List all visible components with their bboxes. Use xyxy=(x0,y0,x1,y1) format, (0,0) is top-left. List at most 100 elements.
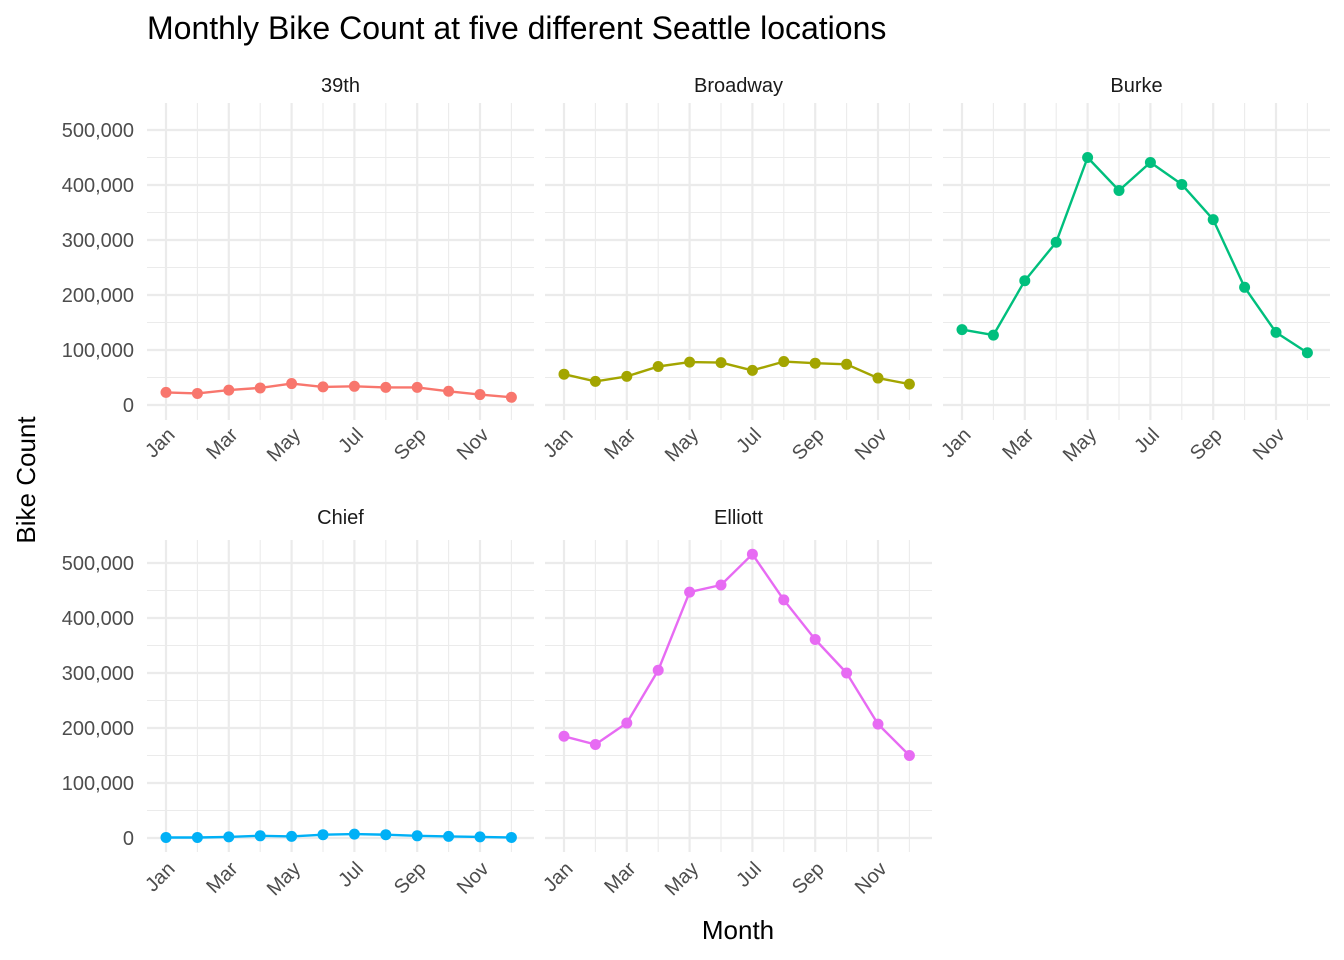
data-point xyxy=(443,830,455,842)
facet-panel-elliott: Elliott Jan Mar May Jul Sep Nov xyxy=(539,507,932,900)
data-point xyxy=(1301,347,1313,359)
data-point xyxy=(872,372,884,384)
data-point xyxy=(505,831,517,843)
y-tick-label: 300,000 xyxy=(62,230,134,252)
series-line-elliott xyxy=(563,553,911,757)
data-point xyxy=(1270,326,1282,338)
data-point xyxy=(903,750,915,761)
y-axis-title: Bike Count xyxy=(11,416,41,544)
x-tick-label: Jan xyxy=(539,858,577,896)
data-point xyxy=(903,378,915,390)
series-line-39th xyxy=(165,382,512,399)
y-tick-label: 400,000 xyxy=(62,175,134,197)
y-tick-label: 500,000 xyxy=(62,120,134,142)
x-tick-label: May xyxy=(661,424,703,466)
data-point xyxy=(1207,214,1219,226)
y-tick-label: 100,000 xyxy=(62,340,134,362)
data-point xyxy=(684,586,696,598)
data-point xyxy=(1019,275,1031,287)
data-point xyxy=(1144,156,1156,168)
data-point xyxy=(841,358,853,370)
data-point xyxy=(443,385,455,397)
x-tick-label: May xyxy=(661,858,703,900)
data-point xyxy=(1176,178,1188,190)
data-point xyxy=(809,633,821,645)
data-point xyxy=(411,830,423,842)
facet-label: Broadway xyxy=(694,75,783,97)
x-tick-label: Sep xyxy=(390,424,431,465)
data-point xyxy=(505,391,517,403)
data-point xyxy=(715,579,727,591)
facet-label: Burke xyxy=(1110,75,1162,97)
data-point xyxy=(589,739,601,750)
series-line-broadway xyxy=(563,360,910,386)
x-tick-label: Jul xyxy=(732,858,766,892)
data-point xyxy=(160,386,172,398)
data-point xyxy=(223,831,235,843)
x-tick-label: Sep xyxy=(1186,424,1227,465)
data-point xyxy=(778,356,790,368)
data-point xyxy=(380,381,392,393)
x-tick-label: Jul xyxy=(334,858,368,892)
x-tick-label: Jul xyxy=(1130,424,1164,458)
x-tick-label: Mar xyxy=(600,424,640,464)
x-tick-label: Mar xyxy=(600,858,640,898)
y-tick-label: 0 xyxy=(123,828,134,850)
facet-label: Chief xyxy=(317,507,364,529)
x-tick-label: Nov xyxy=(851,424,892,465)
x-tick-label: Nov xyxy=(453,858,494,899)
y-tick-label: 200,000 xyxy=(62,718,134,740)
y-tick-label: 0 xyxy=(123,395,134,417)
y-tick-label: 300,000 xyxy=(62,663,134,685)
x-tick-label: Nov xyxy=(453,424,494,465)
x-tick-label: May xyxy=(263,424,305,466)
data-point xyxy=(1082,152,1094,163)
data-point xyxy=(809,357,821,369)
x-tick-label: Nov xyxy=(851,858,892,899)
series-line-burke xyxy=(961,156,1309,354)
data-point xyxy=(621,717,633,729)
data-point xyxy=(1113,185,1125,196)
data-point xyxy=(254,830,266,842)
x-tick-label: Mar xyxy=(202,424,242,464)
data-point xyxy=(746,548,758,560)
data-point xyxy=(956,324,968,336)
data-point xyxy=(589,375,601,387)
data-point xyxy=(558,730,570,742)
data-point xyxy=(558,368,570,380)
chart-title: Monthly Bike Count at five different Sea… xyxy=(147,10,886,46)
data-point xyxy=(715,357,727,369)
data-point xyxy=(191,831,203,843)
x-tick-label: Jan xyxy=(937,424,975,462)
x-tick-label: Jan xyxy=(141,424,179,462)
data-point xyxy=(286,378,298,390)
data-point xyxy=(223,384,235,396)
y-tick-label: 500,000 xyxy=(62,553,134,575)
y-tick-label: 200,000 xyxy=(62,285,134,307)
facet-panel-chief: Chief 0 100,000 200,000 300,000 400,000 500,00… xyxy=(62,507,534,900)
x-tick-label: Sep xyxy=(788,858,829,899)
data-point xyxy=(411,381,423,393)
data-point xyxy=(778,594,790,606)
x-tick-label: Sep xyxy=(788,424,829,465)
data-point xyxy=(652,361,664,372)
x-tick-label: Jul xyxy=(334,424,368,458)
data-point xyxy=(652,664,664,676)
x-tick-label: Jan xyxy=(539,424,577,462)
data-point xyxy=(317,381,329,393)
x-tick-label: May xyxy=(263,858,305,900)
data-point xyxy=(1050,236,1062,248)
x-tick-label: Mar xyxy=(202,858,242,898)
data-point xyxy=(317,829,329,841)
x-axis-title: Month xyxy=(702,915,774,945)
y-tick-label: 400,000 xyxy=(62,608,134,630)
x-tick-label: Sep xyxy=(390,858,431,899)
facet-label: 39th xyxy=(321,75,360,97)
data-point xyxy=(474,389,486,401)
data-point xyxy=(348,828,360,840)
data-point xyxy=(1239,281,1251,293)
data-point xyxy=(286,830,298,842)
facet-panel-burke: Burke Jan Mar May Jul Sep Nov xyxy=(937,75,1330,466)
x-tick-label: Nov xyxy=(1249,424,1290,465)
